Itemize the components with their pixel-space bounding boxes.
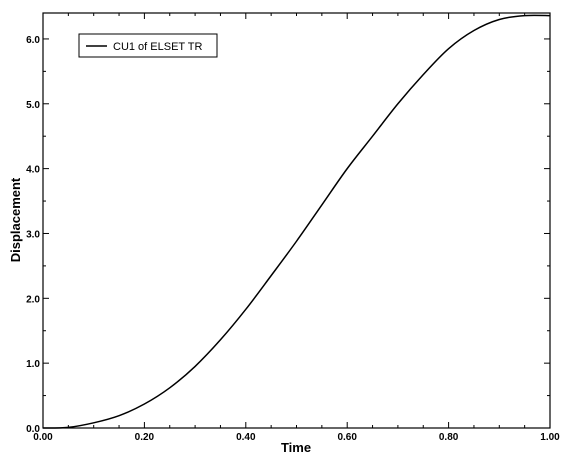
x-tick-label: 0.60 [337,432,357,443]
y-tick-label: 5.0 [26,100,40,111]
x-tick-label: 0.80 [439,432,459,443]
plot-frame [42,12,551,429]
x-tick-label: 0.20 [135,432,155,443]
y-tick-label: 4.0 [26,165,40,176]
y-tick-label: 6.0 [26,35,40,46]
y-tick-label: 3.0 [26,229,40,240]
legend-label: CU1 of ELSET TR [113,41,203,53]
axis-ticks [42,13,551,429]
x-tick-label: 0.40 [236,432,256,443]
x-tick-label: 0.00 [33,432,53,443]
series-line-0 [42,14,551,429]
y-tick-label: 0.0 [26,424,40,435]
x-tick-label: 1.00 [540,432,560,443]
axis-tick-labels: 0.00 0.20 0.40 0.60 0.80 1.00 0.0 1.0 2.0 3.0 4.0 5… [26,35,560,443]
y-axis-title: Displacement [8,177,23,262]
x-axis-title: Time [281,440,311,455]
legend-box [78,33,218,58]
series-layer [42,14,551,429]
y-tick-label: 1.0 [26,359,40,370]
y-tick-label: 2.0 [26,294,40,305]
legend: CU1 of ELSET TR [78,33,218,58]
